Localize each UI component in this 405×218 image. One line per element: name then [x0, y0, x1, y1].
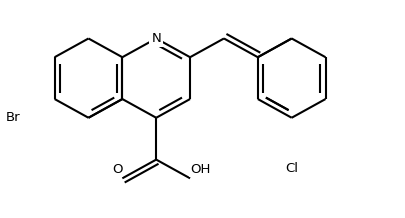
- Text: OH: OH: [190, 163, 210, 176]
- Text: Br: Br: [6, 111, 21, 124]
- Text: Cl: Cl: [284, 162, 297, 175]
- Text: O: O: [111, 163, 122, 176]
- Text: N: N: [151, 32, 161, 45]
